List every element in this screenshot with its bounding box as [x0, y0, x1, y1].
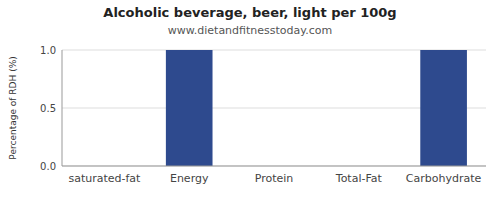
y-tick-label: 0.5 — [40, 103, 56, 114]
y-axis-label: Percentage of RDH (%) — [8, 56, 18, 159]
x-tick-label: Carbohydrate — [406, 172, 482, 185]
bar — [420, 50, 467, 166]
x-axis: saturated-fat Energy Protein Total-Fat Carbo… — [68, 172, 481, 185]
grid-line — [62, 166, 486, 167]
chart-container: Alcoholic beverage, beer, light per 100g… — [0, 0, 500, 200]
y-tick-label: 0.0 — [40, 161, 56, 172]
subtitle: www.dietandfitnesstoday.com — [168, 24, 332, 37]
y-axis-line — [62, 50, 63, 166]
x-tick-label: Energy — [170, 172, 209, 185]
chart: Alcoholic beverage, beer, light per 100g… — [0, 0, 500, 200]
bar — [166, 50, 213, 166]
y-tick-label: 1.0 — [40, 45, 56, 56]
x-tick-label: Protein — [255, 172, 294, 185]
bars — [166, 50, 467, 166]
x-tick-label: Total-Fat — [335, 172, 383, 185]
title: Alcoholic beverage, beer, light per 100g — [103, 5, 396, 20]
x-tick-label: saturated-fat — [68, 172, 141, 185]
x-axis-line — [62, 166, 486, 167]
y-axis: 0.0 0.5 1.0 — [40, 45, 486, 172]
